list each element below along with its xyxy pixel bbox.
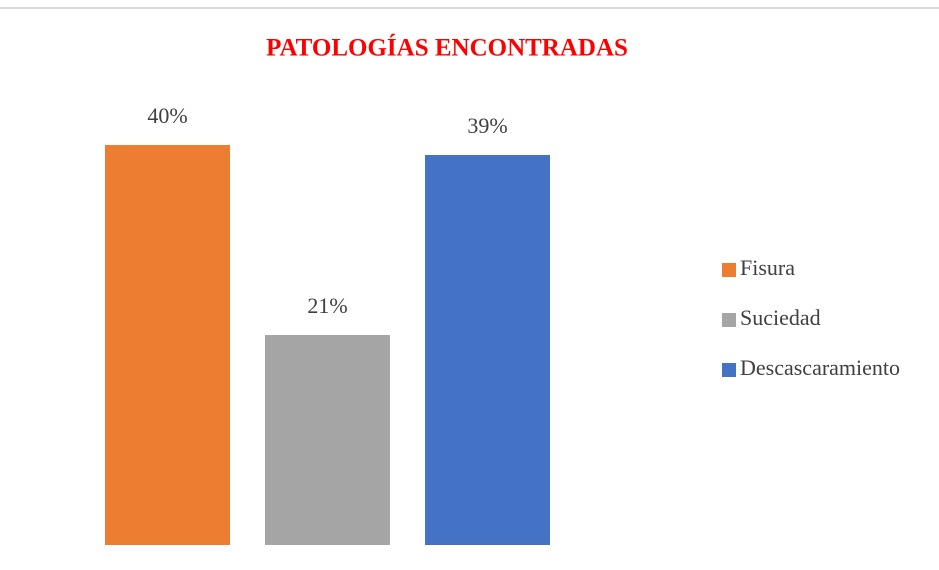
chart-title: PATOLOGÍAS ENCONTRADAS [266, 34, 628, 62]
data-label: 40% [147, 103, 187, 128]
bar [425, 155, 550, 545]
data-label: 39% [467, 113, 507, 138]
legend-swatch [722, 363, 736, 377]
bar [105, 145, 230, 545]
legend-label: Descascaramiento [740, 355, 900, 380]
legend-label: Fisura [740, 255, 795, 280]
data-label: 21% [307, 293, 347, 318]
legend-swatch [722, 263, 736, 277]
legend-label: Suciedad [740, 305, 821, 330]
bar [265, 335, 390, 545]
legend-swatch [722, 313, 736, 327]
